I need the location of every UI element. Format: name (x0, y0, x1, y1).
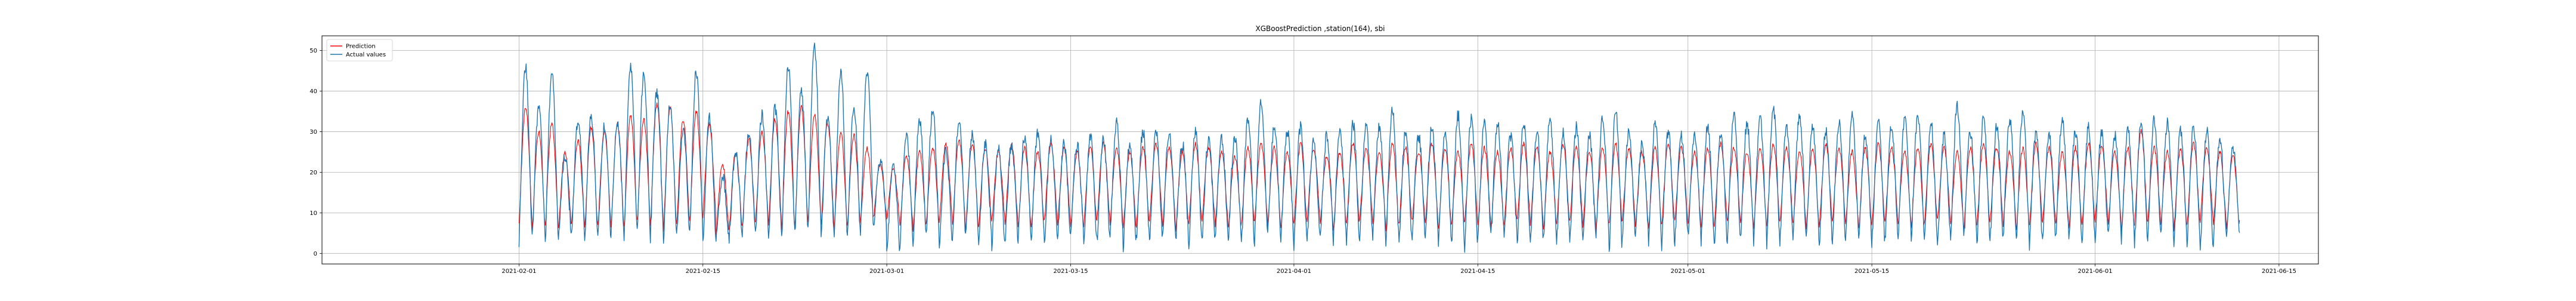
y-tick-label: 30 (309, 129, 317, 136)
x-tick-label: 2021-06-01 (2077, 268, 2112, 275)
legend: Prediction Actual values (326, 39, 393, 62)
y-tick-label: 50 (309, 48, 317, 54)
y-tick-label: 0 (314, 251, 317, 257)
x-tick-label: 2021-05-15 (1854, 268, 1889, 275)
chart-title: XGBoostPrediction ,station(164), sbi (1255, 24, 1385, 33)
x-tick-label: 2021-04-15 (1460, 268, 1495, 275)
x-tick-label: 2021-02-01 (501, 268, 536, 275)
x-tick-label: 2021-03-01 (869, 268, 904, 275)
x-tick-label: 2021-06-15 (2262, 268, 2296, 275)
axis-ticks: 2021-02-01 2021-02-15 2021-03-01 2021-03-15… (309, 48, 2296, 275)
legend-label: Actual values (346, 52, 386, 59)
x-tick-label: 2021-05-01 (1671, 268, 1705, 275)
series-line-actual-values (518, 42, 2240, 253)
grid-lines (322, 36, 2318, 264)
series-lines (518, 42, 2240, 253)
legend-label: Prediction (346, 44, 376, 50)
y-tick-label: 20 (309, 170, 317, 176)
legend-box (326, 39, 393, 62)
x-tick-label: 2021-03-15 (1053, 268, 1088, 275)
plot-frame (321, 35, 2319, 265)
y-tick-label: 40 (309, 88, 317, 95)
x-tick-label: 2021-02-15 (686, 268, 720, 275)
y-tick-label: 10 (309, 210, 317, 217)
x-tick-label: 2021-04-01 (1277, 268, 1311, 275)
